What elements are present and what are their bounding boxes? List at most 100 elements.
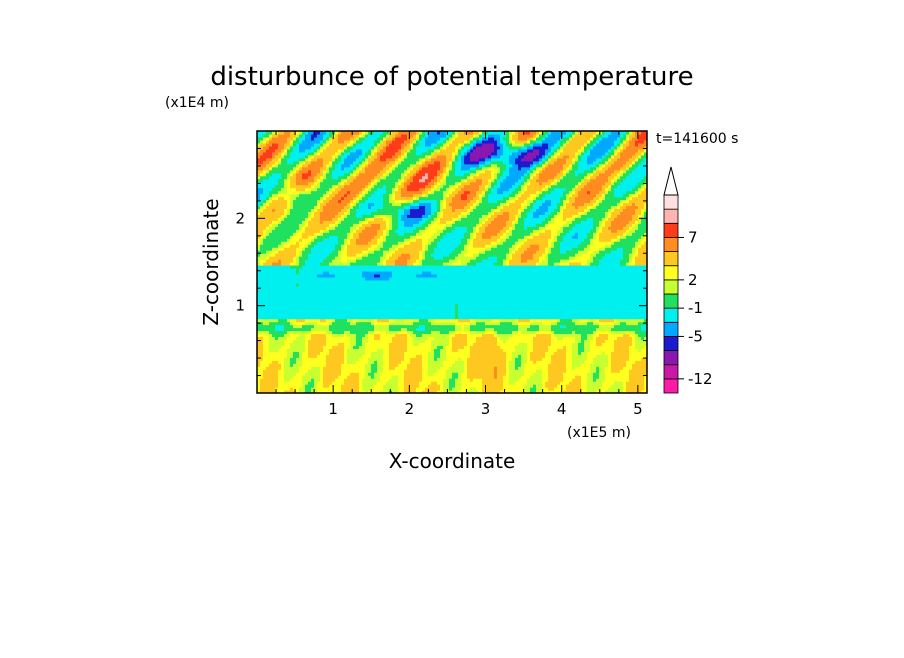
- heatmap-cell: [476, 381, 480, 385]
- heatmap-cell: [551, 378, 555, 382]
- heatmap-cell: [581, 381, 585, 385]
- heatmap-cell: [461, 378, 465, 382]
- heatmap-cell: [335, 375, 339, 379]
- heatmap-cell: [296, 378, 300, 382]
- heatmap-cell: [353, 372, 357, 376]
- heatmap-cell: [587, 387, 591, 391]
- heatmap-cell: [323, 354, 327, 358]
- heatmap-cell: [590, 375, 594, 379]
- heatmap-cell: [533, 378, 537, 382]
- heatmap-cell: [323, 366, 327, 370]
- heatmap-cell: [416, 360, 420, 364]
- heatmap-cell: [563, 360, 567, 364]
- heatmap-cell: [281, 363, 285, 367]
- heatmap-cell: [392, 378, 396, 382]
- heatmap-cell: [560, 354, 564, 358]
- heatmap-cell: [404, 381, 408, 385]
- heatmap-cell: [599, 360, 603, 364]
- heatmap-cell: [497, 363, 501, 367]
- heatmap-cell: [623, 354, 627, 358]
- heatmap-cell: [557, 375, 561, 379]
- heatmap-cell: [602, 378, 606, 382]
- heatmap-cell: [371, 387, 375, 391]
- heatmap-cell: [488, 375, 492, 379]
- heatmap-cell: [515, 351, 519, 355]
- heatmap-cell: [281, 378, 285, 382]
- heatmap-cell: [440, 360, 444, 364]
- heatmap-cell: [506, 378, 510, 382]
- heatmap-cell: [314, 375, 318, 379]
- heatmap-cell: [338, 387, 342, 391]
- heatmap-cell: [488, 387, 492, 391]
- heatmap-cell: [461, 369, 465, 373]
- heatmap-cell: [284, 351, 288, 355]
- heatmap-cell: [479, 369, 483, 373]
- heatmap-cell: [431, 366, 435, 370]
- heatmap-cell: [494, 354, 498, 358]
- heatmap-cell: [383, 354, 387, 358]
- heatmap-cell: [464, 381, 468, 385]
- heatmap-cell: [365, 369, 369, 373]
- heatmap-cell: [623, 390, 627, 393]
- heatmap-cell: [554, 357, 558, 361]
- heatmap-cell: [350, 381, 354, 385]
- heatmap-cell: [542, 390, 546, 393]
- heatmap-cell: [326, 360, 330, 364]
- heatmap-cell: [632, 381, 636, 385]
- heatmap-cell: [551, 351, 555, 355]
- heatmap-cell: [506, 387, 510, 391]
- heatmap-cell: [269, 375, 273, 379]
- heatmap-cell: [410, 366, 414, 370]
- heatmap-cell: [641, 378, 645, 382]
- heatmap-cell: [476, 363, 480, 367]
- heatmap-cell: [539, 369, 543, 373]
- heatmap-cell: [377, 384, 381, 388]
- heatmap-cell: [524, 363, 528, 367]
- heatmap-cell: [599, 372, 603, 376]
- heatmap-cell: [260, 372, 264, 376]
- heatmap-cell: [359, 360, 363, 364]
- heatmap-cell: [461, 354, 465, 358]
- heatmap-cell: [395, 354, 399, 358]
- heatmap-cell: [635, 357, 639, 361]
- heatmap-cell: [575, 360, 579, 364]
- heatmap-cell: [620, 357, 624, 361]
- heatmap-cell: [635, 363, 639, 367]
- heatmap-cell: [446, 366, 450, 370]
- heatmap-cell: [386, 351, 390, 355]
- heatmap-cell: [293, 384, 297, 388]
- heatmap-cell: [431, 363, 435, 367]
- heatmap-cell: [584, 354, 588, 358]
- heatmap-cell: [329, 354, 333, 358]
- heatmap-cell: [377, 363, 381, 367]
- heatmap-cell: [314, 378, 318, 382]
- heatmap-cell: [527, 357, 531, 361]
- heatmap-cell: [452, 378, 456, 382]
- heatmap-cell: [299, 384, 303, 388]
- heatmap-cell: [485, 354, 489, 358]
- heatmap-cell: [422, 360, 426, 364]
- heatmap-cell: [518, 378, 522, 382]
- heatmap-cell: [395, 381, 399, 385]
- heatmap-cell: [605, 387, 609, 391]
- heatmap-cell: [593, 369, 597, 373]
- heatmap-cell: [509, 378, 513, 382]
- heatmap-cell: [407, 372, 411, 376]
- heatmap-cell: [377, 360, 381, 364]
- heatmap-cell: [608, 378, 612, 382]
- heatmap-cell: [518, 381, 522, 385]
- heatmap-cell: [344, 372, 348, 376]
- heatmap-cell: [455, 378, 459, 382]
- heatmap-cell: [464, 387, 468, 391]
- heatmap-cell: [518, 375, 522, 379]
- heatmap-cell: [359, 357, 363, 361]
- heatmap-cell: [497, 369, 501, 373]
- heatmap-cell: [344, 378, 348, 382]
- heatmap-cell: [485, 390, 489, 393]
- heatmap-cell: [626, 354, 630, 358]
- heatmap-cell: [521, 375, 525, 379]
- heatmap-cell: [569, 357, 573, 361]
- heatmap-cell: [539, 363, 543, 367]
- heatmap-cell: [611, 375, 615, 379]
- heatmap-cell: [620, 369, 624, 373]
